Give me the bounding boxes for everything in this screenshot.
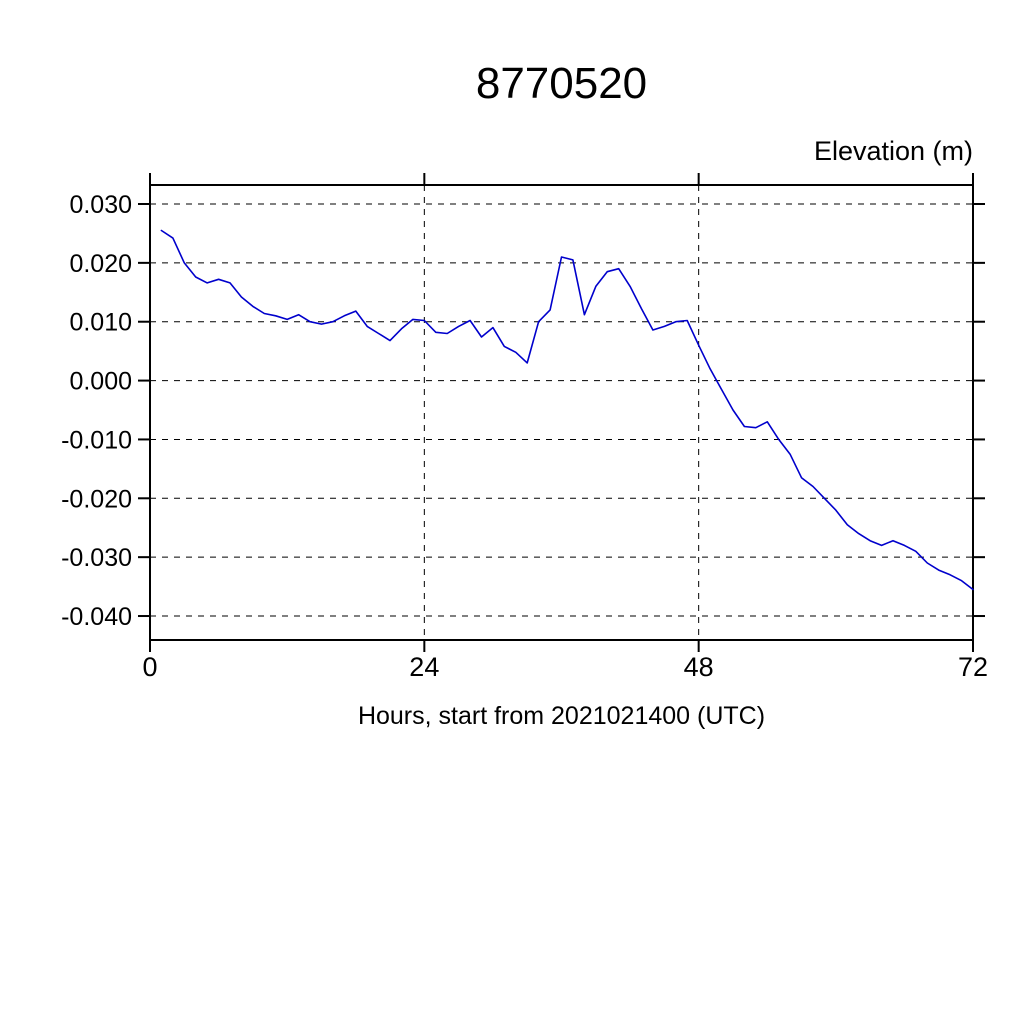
y-tick-label: -0.030 <box>61 544 132 572</box>
y-tick-label: 0.000 <box>69 368 132 396</box>
plot-border <box>149 184 974 641</box>
x-axis-label: Hours, start from 2021021400 (UTC) <box>357 702 766 730</box>
x-tick-label: 24 <box>409 652 439 682</box>
y-tick-label: -0.020 <box>61 485 132 513</box>
x-tick-label: 0 <box>142 652 157 682</box>
x-tick-label: 48 <box>684 652 714 682</box>
y-tick-label: -0.010 <box>61 426 132 454</box>
y-tick-label: 0.010 <box>69 309 132 337</box>
y-tick-label: 0.030 <box>69 191 132 219</box>
elevation-line <box>160 229 974 591</box>
chart-title: 8770520 <box>475 59 648 108</box>
x-tick-label: 72 <box>958 652 988 682</box>
y-axis-label: Elevation (m) <box>813 136 973 166</box>
y-tick-label: -0.040 <box>61 603 132 631</box>
y-tick-label: 0.020 <box>69 250 132 278</box>
